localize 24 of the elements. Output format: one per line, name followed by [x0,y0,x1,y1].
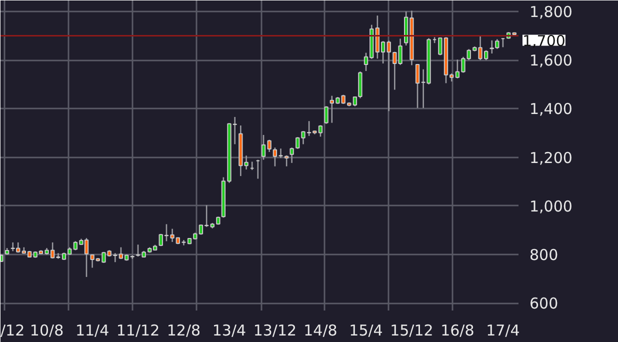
y-tick-label: 1,600 [530,52,572,70]
y-tick-label: 1,000 [530,197,572,216]
y-tick-label: 1,800 [530,2,572,21]
candlestick [284,154,289,167]
x-tick-label: 12/8 [166,322,201,340]
x-tick-label: 10/8 [30,322,64,340]
candlestick [290,146,294,164]
y-tick-label: 1,400 [530,100,572,118]
x-tick-label: 17/4 [486,322,520,340]
x-tick-label: 14/8 [304,322,338,340]
x-tick-label: /12 [0,322,25,340]
x-tick-label: 11/12 [116,322,160,340]
candlestick [386,40,391,112]
y-tick-label: 1,200 [530,148,572,167]
x-tick-label: 13/12 [253,322,297,340]
x-tick-label: 13/4 [212,322,246,340]
x-tick-label: 15/4 [349,322,383,340]
candlestick [324,106,328,124]
y-tick-label: 800 [530,246,558,264]
ref-line-label: 1,700 [522,32,566,50]
x-tick-label: 16/8 [440,322,474,340]
x-tick-label: 15/12 [390,322,434,340]
x-tick-label: 11/4 [75,322,110,340]
y-tick-label: 600 [530,294,558,313]
